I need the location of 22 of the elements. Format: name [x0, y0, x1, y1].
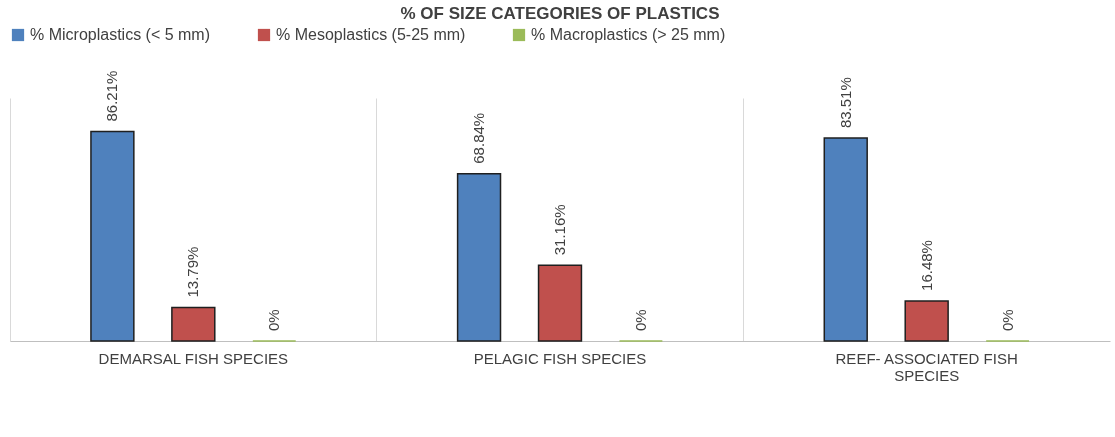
bar [537, 264, 583, 342]
bar [904, 300, 949, 342]
data-label: 0% [265, 309, 283, 331]
data-label: 0% [631, 309, 649, 331]
bar [456, 172, 502, 342]
data-label: 13.79% [184, 246, 202, 298]
data-label: 16.48% [917, 240, 935, 291]
bar [171, 306, 216, 342]
data-label: 0% [998, 309, 1016, 331]
data-label: 68.84% [470, 112, 488, 164]
legend-label: % Microplastics (< 5 mm) [30, 26, 211, 43]
data-label: 86.21% [103, 70, 121, 122]
chart-title: % OF SIZE CATEGORIES OF PLASTICS [400, 4, 720, 23]
data-label: 31.16% [551, 204, 568, 256]
x-tick-label: DEMARSAL FISH SPECIES [98, 349, 289, 367]
legend-label: % Macroplastics (> 25 mm) [531, 26, 726, 43]
x-tick-label: PELAGIC FISH SPECIES [473, 349, 647, 367]
bar [823, 137, 868, 342]
legend-label: % Mesoplastics (5-25 mm) [276, 26, 466, 43]
data-label: 83.51% [836, 77, 854, 129]
bar [90, 130, 135, 342]
x-tick-label: REEF- ASSOCIATED FISH SPECIES [835, 349, 1018, 384]
